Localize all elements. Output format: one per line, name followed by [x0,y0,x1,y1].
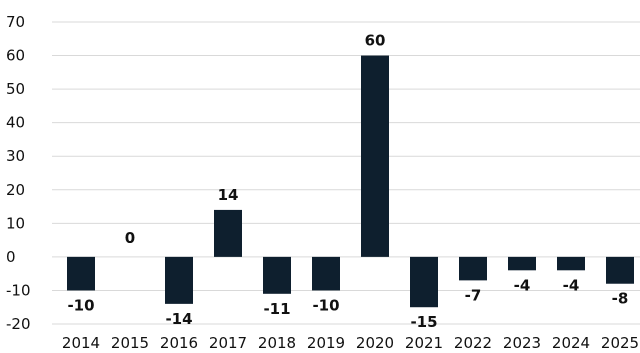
bar [214,209,242,257]
x-tick-label: 2024 [552,334,590,352]
x-tick-label: 2018 [258,334,296,352]
y-tick-label: 20 [6,181,25,199]
x-tick-label: 2017 [209,334,247,352]
bar [361,55,389,257]
x-tick-label: 2014 [62,334,100,352]
bar [459,256,487,281]
data-label: -10 [312,296,339,314]
data-label: 0 [125,229,135,247]
y-tick-label: 70 [6,13,25,31]
gridlines [52,21,640,325]
data-label: -7 [465,286,482,304]
y-tick-label: 40 [6,114,25,132]
bars [67,55,634,308]
x-tick-label: 2019 [307,334,345,352]
data-label: -15 [410,313,437,331]
x-tick-label: 2025 [601,334,639,352]
y-tick-label: 60 [6,47,25,65]
bar [606,256,634,284]
x-tick-label: 2015 [111,334,149,352]
x-tick-label: 2022 [454,334,492,352]
data-labels: -10 0 -14 14 -11 -10 60 -15 -7 -4 -4 -8 [67,32,628,332]
x-tick-label: 2016 [160,334,198,352]
bar [67,256,95,291]
data-label: -8 [612,290,629,308]
x-tick-label: 2021 [405,334,443,352]
data-label: 60 [365,32,386,50]
x-tick-label: 2023 [503,334,541,352]
x-axis-ticks: 2014 2015 2016 2017 2018 2019 2020 2021 2022 2023… [62,334,639,352]
data-label: -14 [165,310,192,328]
data-label: -4 [514,276,531,294]
bar [263,256,291,294]
y-axis-ticks: 70 60 50 40 30 20 10 0 -10 -20 [6,13,31,333]
bar [557,256,585,271]
bar [165,256,193,304]
data-label: -4 [563,276,580,294]
data-label: 14 [218,186,239,204]
y-tick-label: -10 [6,281,31,299]
y-tick-label: 10 [6,214,25,232]
bar [312,256,340,291]
y-tick-label: 0 [6,248,16,266]
x-tick-label: 2020 [356,334,394,352]
y-tick-label: 50 [6,80,25,98]
data-label: -10 [67,296,94,314]
data-label: -11 [263,300,290,318]
bar [410,256,438,308]
bar [508,256,536,271]
y-tick-label: -20 [6,315,31,333]
y-tick-label: 30 [6,147,25,165]
